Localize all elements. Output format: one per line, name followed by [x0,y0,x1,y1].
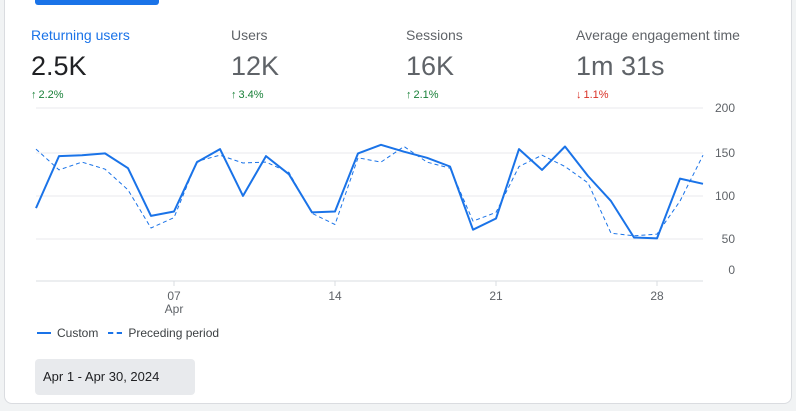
x-tick-label: 07 [167,289,181,303]
legend-custom: Custom [57,326,99,340]
metric-label: Returning users [31,27,130,43]
y-tick-label: 150 [715,146,735,160]
metric-value: 1m 31s [576,51,665,81]
legend-solid-swatch [37,332,51,334]
series-line-preceding-period [35,146,704,237]
metric-label: Sessions [406,27,463,43]
metric-change-value: 1.1% [583,89,609,101]
metric-change-value: 3.4% [238,89,264,101]
active-tab-indicator [35,0,159,5]
metric-change: ↑ 2.2% [31,88,130,102]
metric-value: 2.5K [31,51,87,81]
legend-dashed-swatch [108,332,123,334]
metric-average-engagement-time[interactable]: Average engagement time 1m 31s ↓ 1.1% [576,26,740,102]
metric-returning-users[interactable]: Returning users 2.5K ↑ 2.2% [31,26,130,102]
x-tick-label: 28 [650,289,664,303]
metric-change: ↑ 3.4% [231,88,279,102]
arrow-up-icon: ↑ [31,89,37,101]
y-tick-label: 0 [728,263,735,277]
x-tick-label: 21 [489,289,503,303]
chart-legend: Custom Preceding period [37,326,219,340]
metric-label: Average engagement time [576,27,740,43]
metric-change-value: 2.2% [38,89,64,101]
y-tick-label: 50 [722,232,736,246]
y-tick-label: 200 [715,101,735,115]
arrow-down-icon: ↓ [576,89,582,101]
metric-change: ↓ 1.1% [576,88,740,102]
metrics-card: Returning users 2.5K ↑ 2.2% Users 12K ↑ 3.… [4,0,792,404]
x-tick-sublabel: Apr [165,302,184,316]
arrow-up-icon: ↑ [406,89,412,101]
metric-label: Users [231,27,268,43]
series-line-custom [35,143,704,240]
metric-users[interactable]: Users 12K ↑ 3.4% [231,26,279,102]
arrow-up-icon: ↑ [231,89,237,101]
metric-value: 12K [231,51,280,81]
x-tick-label: 14 [328,289,342,303]
metric-change: ↑ 2.1% [406,88,463,102]
date-range-button[interactable]: Apr 1 - Apr 30, 2024 [35,359,195,395]
metric-value: 16K [406,51,455,81]
y-tick-label: 100 [715,189,735,203]
legend-preceding: Preceding period [128,326,220,340]
metric-sessions[interactable]: Sessions 16K ↑ 2.1% [406,26,463,102]
metric-change-value: 2.1% [413,89,439,101]
